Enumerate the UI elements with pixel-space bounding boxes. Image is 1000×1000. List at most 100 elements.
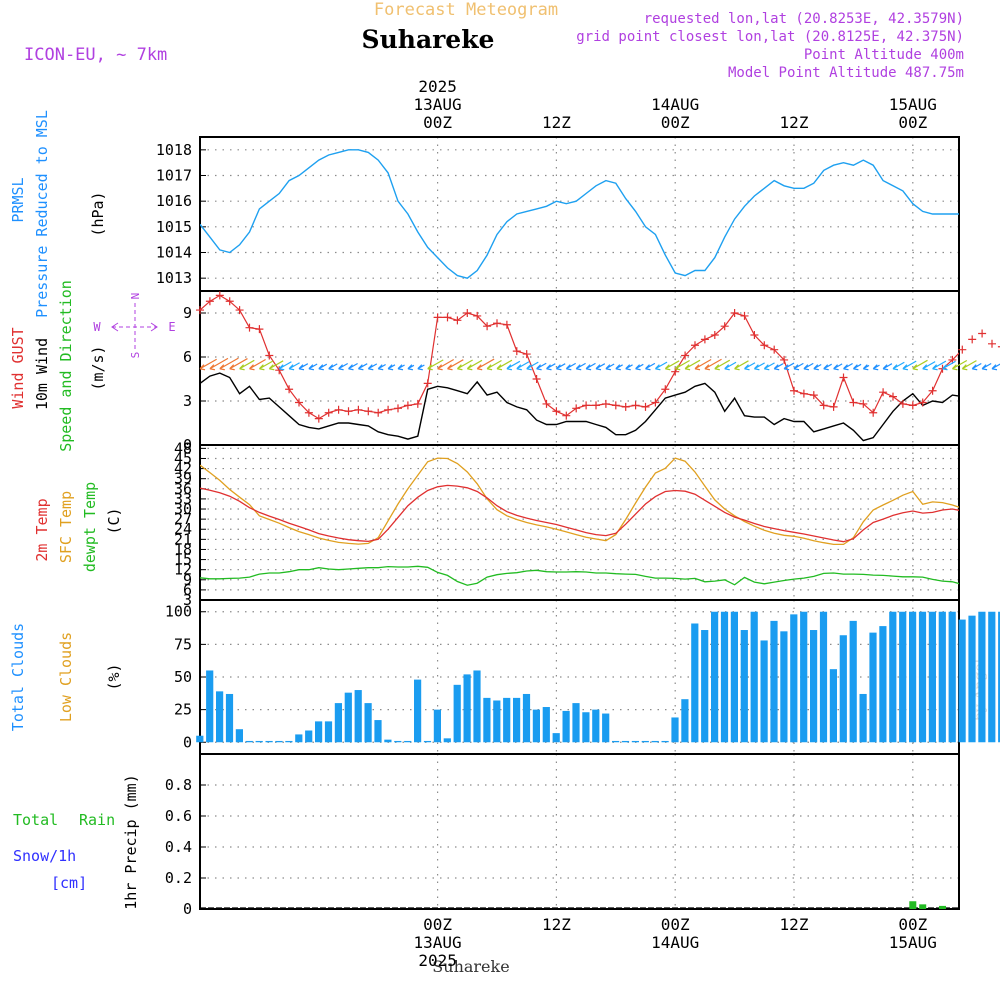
- gust-marker: [740, 311, 749, 320]
- wind-direction-arrow: [734, 360, 749, 371]
- gust-marker: [839, 373, 848, 382]
- gust-marker: [780, 355, 789, 364]
- time-label-bottom: 00Z: [898, 915, 927, 934]
- temperature-labels: 2m Temp SFC Temp dewpt Temp (C): [33, 482, 123, 572]
- wind-direction-arrow: [892, 361, 905, 371]
- time-label-bottom: 15AUG: [889, 933, 937, 952]
- gust-marker: [760, 341, 769, 350]
- cloud-bar: [819, 611, 828, 743]
- gust-marker: [334, 405, 343, 414]
- gust-marker: [394, 404, 402, 413]
- wind-direction-arrow: [912, 359, 928, 371]
- wind-direction-arrow: [942, 360, 956, 371]
- cloud-bar: [532, 709, 540, 743]
- wind-label-speed-dir: Speed and Direction: [57, 280, 75, 452]
- time-label-top: 14AUG: [651, 95, 699, 114]
- gust-marker: [889, 392, 897, 401]
- cloud-bar: [631, 740, 639, 743]
- cloud-bar: [394, 740, 402, 743]
- cloud-bar: [602, 713, 610, 743]
- temp-label-2m: 2m Temp: [33, 498, 51, 561]
- precip-label-unit: 1hr Precip (mm): [122, 774, 140, 909]
- cloud-bar: [928, 611, 936, 743]
- model-point-altitude: Model Point Altitude 487.75m: [728, 65, 964, 81]
- tick-label-y: 48: [174, 439, 192, 457]
- cloud-bar: [235, 729, 243, 743]
- cloud-bar: [216, 691, 224, 743]
- tick-label-y: 39: [174, 470, 192, 488]
- time-label-top: 15AUG: [889, 95, 937, 114]
- precip-label-snow: Snow/1h: [13, 847, 76, 865]
- wind-direction-arrow: [288, 362, 300, 371]
- wind-compass: W E N S: [93, 293, 175, 359]
- cloud-bar: [265, 740, 273, 743]
- wind-direction-arrow: [199, 358, 217, 371]
- cloud-bar: [958, 619, 966, 743]
- cloud-bar: [483, 697, 491, 743]
- wind-direction-arrow: [219, 357, 239, 371]
- wind-direction-arrow: [536, 362, 547, 371]
- cloud-bar: [344, 692, 352, 743]
- temp-label-sfc: SFC Temp: [57, 491, 75, 563]
- wind-direction-arrow: [922, 361, 936, 371]
- tick-label-y: 3: [183, 591, 192, 609]
- pressure-label-msl: Pressure Reduced to MSL: [33, 110, 51, 318]
- gust-marker: [483, 322, 492, 331]
- cloud-label-total: Total Clouds: [9, 623, 27, 731]
- gust-marker: [790, 386, 798, 395]
- top-time-axis: 202513AUG00Z12Z14AUG00Z12Z15AUG00Z12Z: [414, 77, 937, 132]
- tick-label-y: 3: [183, 392, 192, 410]
- gust-marker: [304, 408, 313, 417]
- wind-direction-arrow: [397, 364, 405, 371]
- rain-bar: [939, 905, 946, 909]
- cloud-bar: [196, 735, 204, 743]
- gust-marker: [819, 401, 828, 410]
- gust-marker: [552, 407, 561, 416]
- gust-marker: [691, 341, 699, 350]
- tick-label-y: 75: [174, 635, 192, 653]
- cloud-bar: [899, 611, 907, 743]
- tick-label-y: 30: [174, 500, 192, 518]
- cloud-bar: [404, 740, 412, 743]
- wind-direction-arrow: [813, 363, 822, 371]
- gust-marker: [710, 331, 719, 339]
- gust-marker: [809, 391, 818, 400]
- wind-direction-arrow: [645, 362, 656, 371]
- cloud-bar: [473, 670, 481, 743]
- panel-frame: [199, 753, 960, 910]
- time-label-top: 12Z: [542, 113, 571, 132]
- pressure-label-prmsl: PRMSL: [9, 177, 27, 222]
- cloud-bar: [582, 712, 590, 743]
- gust-marker: [879, 388, 888, 397]
- wind-direction-arrow: [555, 363, 566, 371]
- cloud-label-low: Low Clouds: [57, 632, 75, 722]
- gust-marker: [562, 411, 571, 420]
- tick-label-y: 9: [183, 304, 192, 322]
- tick-label-y: 100: [165, 603, 192, 621]
- wind-direction-arrow: [991, 363, 1000, 371]
- cloud-bar: [542, 707, 550, 743]
- cloud-bar: [562, 710, 570, 743]
- tick-label-y: 12: [174, 561, 192, 579]
- cloud-bar: [552, 733, 560, 743]
- cloud-bar: [364, 703, 372, 743]
- wind-speed-series: [200, 372, 959, 442]
- cloud-bar: [948, 611, 956, 743]
- wind-direction-arrow: [654, 361, 668, 371]
- wind-direction-arrow: [932, 360, 947, 371]
- wind-direction-arrow: [684, 359, 701, 371]
- gust-marker: [681, 351, 690, 360]
- time-label-bottom: 00Z: [661, 915, 690, 934]
- gust-marker: [225, 297, 234, 306]
- precip-label-rain: Rain: [79, 811, 115, 829]
- wind-label-gust: Wind GUST: [9, 327, 27, 408]
- location-title: Suhareke: [362, 25, 495, 54]
- cloud-bar: [661, 740, 669, 743]
- tick-label-y: 18: [174, 540, 192, 558]
- tick-label-y: 45: [174, 449, 192, 467]
- cloud-bar: [770, 620, 778, 743]
- tick-label-y: 0.4: [165, 838, 192, 856]
- cloud-bar: [324, 721, 333, 743]
- gust-marker: [374, 408, 383, 417]
- wind-direction-arrow: [417, 364, 425, 371]
